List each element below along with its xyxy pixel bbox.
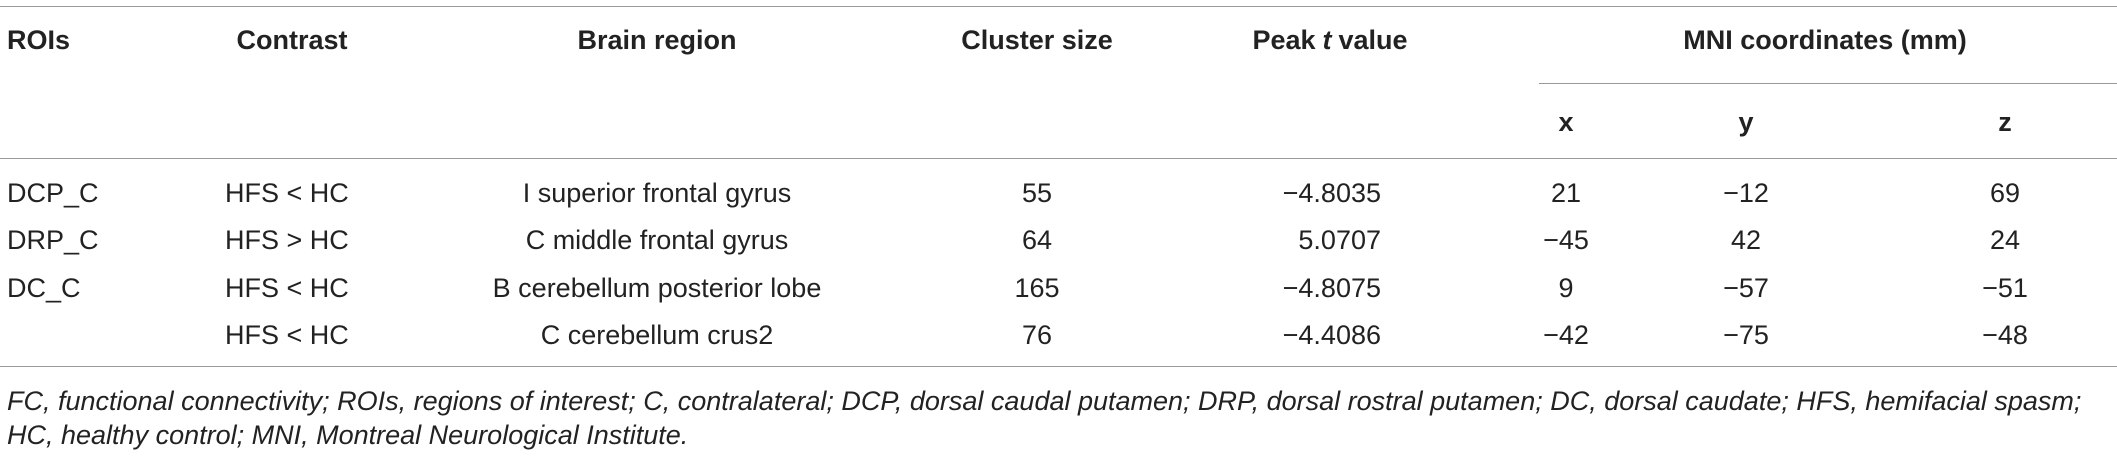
table-cell: 9	[1558, 273, 1574, 303]
top-rule	[0, 6, 2117, 7]
table-cell: DCP_C	[7, 178, 99, 208]
header-cell: Cluster size	[961, 25, 1113, 55]
table-cell: −42	[1543, 320, 1589, 350]
table-cell: −51	[1982, 273, 2028, 303]
header-rule	[0, 158, 2117, 159]
table-cell: 69	[1989, 178, 2021, 208]
table-cell: 24	[1989, 225, 2021, 255]
table-cell: DRP_C	[7, 225, 99, 255]
table-cell: C middle frontal gyrus	[525, 225, 789, 255]
table-cell: 55	[1021, 178, 1053, 208]
header-cell: Contrast	[236, 25, 348, 55]
header-cell: z	[1998, 107, 2012, 137]
table-cell: I superior frontal gyrus	[522, 178, 792, 208]
header-cell: x	[1558, 107, 1574, 137]
header-cell: y	[1738, 107, 1754, 137]
table-cell: HFS > HC	[225, 225, 349, 255]
table-cell: HFS < HC	[225, 178, 349, 208]
header-variable: t	[1322, 25, 1332, 55]
header-cell: ROIs	[7, 25, 71, 55]
header-cell: MNI coordinates (mm)	[1683, 25, 1967, 55]
mni-rule	[1539, 83, 2117, 84]
table-cell: −48	[1982, 320, 2028, 350]
header-peak-t: Peak t value	[1252, 24, 1407, 56]
table-cell: −75	[1723, 320, 1769, 350]
table-cell: −57	[1723, 273, 1769, 303]
table-cell: −4.8075	[1282, 273, 1381, 303]
table-cell: 76	[1021, 320, 1053, 350]
table-cell: −45	[1543, 225, 1589, 255]
table-cell: HFS < HC	[225, 273, 349, 303]
table-cell: 42	[1730, 225, 1762, 255]
table-cell: DC_C	[7, 273, 81, 303]
bottom-rule	[0, 366, 2117, 367]
table-cell: B cerebellum posterior lobe	[492, 273, 822, 303]
table-cell: C cerebellum crus2	[540, 320, 774, 350]
table-cell: 64	[1021, 225, 1053, 255]
footnote: FC, functional connectivity; ROIs, regio…	[7, 386, 2082, 450]
header-cell: Brain region	[577, 25, 737, 55]
table-cell: HFS < HC	[225, 320, 349, 350]
header-text: value	[1338, 25, 1408, 55]
table-cell: 21	[1550, 178, 1582, 208]
table-cell: −4.8035	[1282, 178, 1381, 208]
table-cell: 165	[1014, 273, 1060, 303]
table-cell: −12	[1723, 178, 1769, 208]
table-cell: 5.0707	[1298, 225, 1381, 255]
table-cell: −4.4086	[1282, 320, 1381, 350]
header-text: Peak	[1252, 25, 1316, 55]
